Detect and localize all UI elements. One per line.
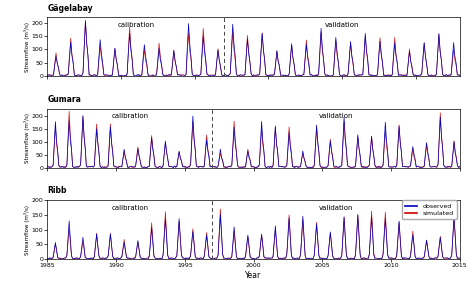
Y-axis label: Streamflow (m³/s): Streamflow (m³/s) — [24, 205, 30, 255]
Text: Gumara: Gumara — [47, 95, 81, 104]
Legend: observed, simulated: observed, simulated — [402, 200, 456, 219]
Text: Gägelabay: Gägelabay — [47, 3, 93, 13]
X-axis label: Year: Year — [246, 271, 262, 280]
Y-axis label: Streamflow (m³/s): Streamflow (m³/s) — [24, 22, 30, 72]
Text: validation: validation — [325, 22, 359, 28]
Text: calibration: calibration — [111, 205, 148, 211]
Text: validation: validation — [319, 113, 353, 120]
Text: Ribb: Ribb — [47, 186, 67, 196]
Text: calibration: calibration — [117, 22, 155, 28]
Text: calibration: calibration — [111, 113, 148, 120]
Y-axis label: Streamflow (m³/s): Streamflow (m³/s) — [24, 113, 30, 163]
Text: validation: validation — [319, 205, 353, 211]
